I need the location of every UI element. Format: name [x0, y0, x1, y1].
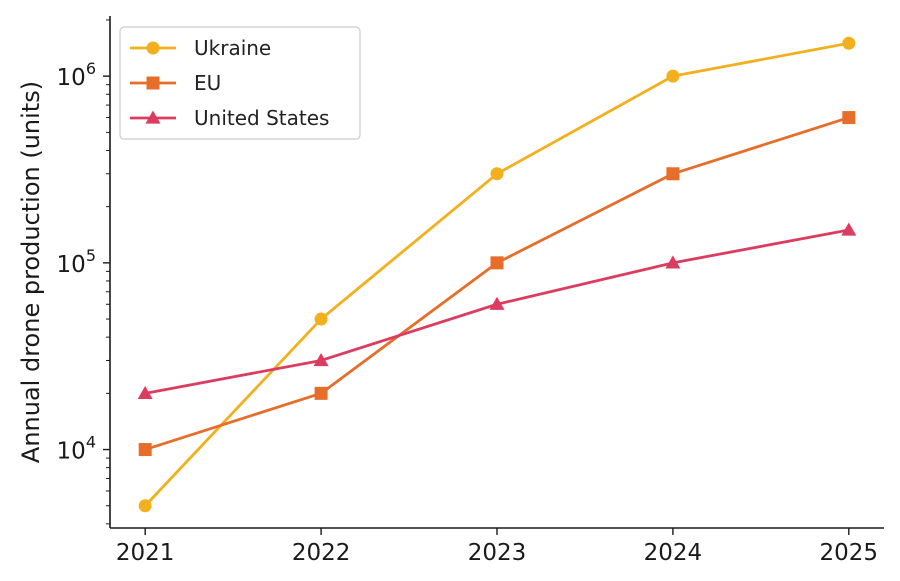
- series-ukraine: [138, 36, 856, 513]
- x-tick-label: 2021: [116, 540, 175, 566]
- data-point-eu: [490, 256, 504, 270]
- data-point-eu: [666, 167, 680, 181]
- data-point-united-states: [137, 385, 153, 399]
- series-layer: [137, 36, 857, 513]
- legend-marker: [145, 110, 161, 124]
- legend-label: Ukraine: [194, 36, 271, 60]
- data-point-eu: [138, 443, 152, 457]
- data-point-ukraine: [666, 69, 680, 83]
- x-tick-label: 2025: [820, 540, 879, 566]
- y-tick-base: 10: [57, 65, 86, 91]
- x-tick-label: 2022: [292, 540, 351, 566]
- legend-box: [119, 26, 361, 140]
- x-tick-label: 2024: [644, 540, 703, 566]
- legend-label: EU: [194, 71, 221, 95]
- legend-marker: [146, 41, 160, 55]
- data-point-ukraine: [314, 312, 328, 326]
- data-point-ukraine: [490, 167, 504, 181]
- data-point-united-states: [665, 255, 681, 269]
- legend-item-united-states: United States: [130, 106, 329, 130]
- x-ticks: 2021 2022 2023 2024 2025: [116, 528, 878, 566]
- y-tick-exponent: 4: [86, 433, 96, 452]
- legend-marker: [146, 76, 160, 90]
- legend: Ukraine EU United States: [119, 26, 361, 140]
- y-tick-label: 106: [57, 59, 96, 91]
- data-point-united-states: [489, 296, 505, 310]
- data-point-ukraine: [138, 499, 152, 513]
- legend-label: United States: [194, 106, 329, 130]
- y-tick-label: 104: [57, 433, 96, 465]
- series-eu: [138, 111, 856, 457]
- y-tick-label: 105: [57, 246, 96, 278]
- data-point-eu: [314, 386, 328, 400]
- y-tick-base: 10: [57, 252, 86, 278]
- y-tick-exponent: 5: [86, 246, 96, 265]
- legend-item-eu: EU: [130, 71, 221, 95]
- series-united-states: [137, 222, 857, 399]
- y-tick-base: 10: [57, 439, 86, 465]
- legend-item-ukraine: Ukraine: [130, 36, 271, 60]
- series-line-united-states: [144, 228, 850, 395]
- y-tick-exponent: 6: [86, 59, 96, 78]
- data-point-united-states: [313, 352, 329, 367]
- data-point-united-states: [841, 222, 857, 236]
- y-axis-label: Annual drone production (units): [17, 81, 45, 463]
- x-tick-label: 2023: [468, 540, 527, 566]
- data-point-ukraine: [842, 36, 856, 50]
- data-point-eu: [842, 111, 856, 125]
